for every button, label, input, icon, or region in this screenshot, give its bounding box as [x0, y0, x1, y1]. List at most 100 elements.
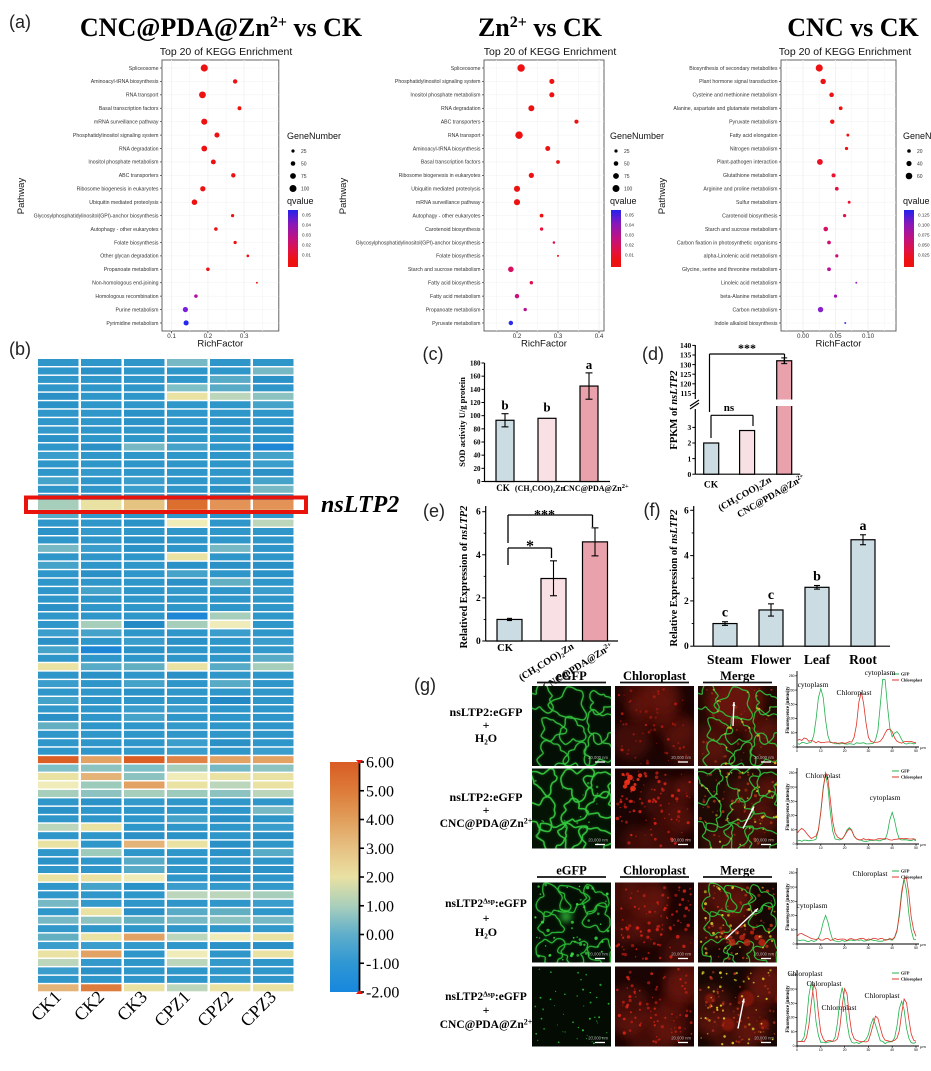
svg-text:10: 10 [819, 1048, 823, 1052]
svg-text:RichFactor: RichFactor [197, 339, 243, 350]
svg-text:Phosphatidylinositol signaling: Phosphatidylinositol signaling system [73, 133, 159, 139]
svg-text:3.00: 3.00 [366, 841, 394, 858]
svg-text:(CH₃COO)₂Zn: (CH₃COO)₂Zn [515, 484, 566, 493]
svg-text:Pathway: Pathway [657, 178, 668, 215]
svg-text:Pyruvate metabolism: Pyruvate metabolism [432, 321, 480, 327]
svg-text:120: 120 [470, 399, 481, 407]
svg-text:20,000 nm: 20,000 nm [588, 838, 608, 843]
svg-text:100: 100 [301, 187, 310, 193]
svg-text:Flower: Flower [751, 652, 791, 667]
svg-text:cytoplasm: cytoplasm [865, 668, 896, 677]
svg-text:+: + [483, 803, 490, 817]
svg-text:50: 50 [791, 928, 795, 932]
svg-text:nsLTP2Δsp:eGFP: nsLTP2Δsp:eGFP [445, 990, 527, 1004]
svg-text:100: 100 [789, 914, 795, 918]
svg-text:cytoplasm: cytoplasm [798, 680, 829, 689]
svg-text:20,000 nm: 20,000 nm [588, 952, 608, 957]
svg-text:200: 200 [789, 688, 795, 692]
svg-text:CNC vs CK: CNC vs CK [787, 13, 919, 42]
svg-text:nsLTP2Δsp:eGFP: nsLTP2Δsp:eGFP [445, 897, 527, 911]
svg-text:100: 100 [470, 412, 481, 420]
svg-text:Fluorescence intensity: Fluorescence intensity [786, 783, 791, 831]
svg-text:Carbon fixation in photosynthe: Carbon fixation in photosynthetic organi… [677, 240, 778, 246]
svg-text:GeneNumber: GeneNumber [610, 131, 664, 141]
svg-text:Chloroplast: Chloroplast [837, 688, 873, 697]
svg-text:50: 50 [791, 731, 795, 735]
svg-text:Basal transcription factors: Basal transcription factors [421, 160, 481, 166]
svg-text:alpha-Linolenic acid metabolis: alpha-Linolenic acid metabolism [704, 254, 778, 260]
svg-text:0.03: 0.03 [302, 233, 311, 238]
svg-text:2.00: 2.00 [366, 870, 394, 887]
svg-text:Linoleic acid metabolism: Linoleic acid metabolism [721, 281, 778, 287]
svg-text:Fluorescence intensity: Fluorescence intensity [786, 985, 791, 1033]
svg-text:+: + [483, 911, 490, 925]
svg-text:50: 50 [914, 749, 918, 753]
svg-text:CNC@PDA@Zn2+: CNC@PDA@Zn2+ [440, 817, 533, 831]
svg-text:Fatty acid elongation: Fatty acid elongation [730, 133, 778, 139]
svg-text:150: 150 [789, 900, 795, 904]
svg-text:Alanine, aspartate and glutama: Alanine, aspartate and glutamate metabol… [673, 106, 777, 112]
svg-text:Chloroplast: Chloroplast [901, 678, 923, 683]
svg-text:50: 50 [791, 1030, 795, 1034]
svg-text:GFP: GFP [901, 971, 910, 976]
svg-text:c: c [768, 588, 774, 603]
svg-text:60: 60 [917, 174, 923, 180]
svg-text:0.125: 0.125 [918, 213, 930, 218]
svg-text:nsLTP2: nsLTP2 [321, 492, 399, 518]
svg-text:Inositol phosphate metabolism: Inositol phosphate metabolism [410, 93, 480, 99]
svg-text:Arginine and proline metabolis: Arginine and proline metabolism [703, 187, 777, 193]
svg-text:(c): (c) [423, 344, 444, 364]
svg-text:0: 0 [476, 637, 481, 647]
svg-text:50: 50 [914, 946, 918, 950]
svg-text:0.03: 0.03 [625, 233, 634, 238]
svg-text:0: 0 [688, 470, 692, 479]
svg-text:120: 120 [680, 380, 692, 389]
svg-text:Top 20 of KEGG Enrichment: Top 20 of KEGG Enrichment [160, 46, 293, 58]
svg-text:qvalue: qvalue [287, 196, 314, 206]
svg-text:0: 0 [793, 1044, 795, 1048]
svg-text:Ribosome biogenesis in eukaryo: Ribosome biogenesis in eukaryotes [77, 187, 159, 193]
svg-text:Homologous recombination: Homologous recombination [95, 294, 158, 300]
svg-text:0.01: 0.01 [625, 253, 634, 258]
svg-text:Chloroplast: Chloroplast [901, 875, 923, 880]
svg-text:0.02: 0.02 [302, 243, 311, 248]
svg-text:Chloroplast: Chloroplast [865, 991, 901, 1000]
svg-text:Spliceosome: Spliceosome [129, 66, 159, 72]
svg-text:***: *** [534, 508, 555, 523]
svg-text:-2.00: -2.00 [366, 985, 399, 1002]
svg-text:140: 140 [470, 386, 481, 394]
svg-text:Other glycan degradation: Other glycan degradation [100, 254, 158, 260]
svg-text:Chloroplast: Chloroplast [623, 669, 687, 683]
svg-text:75: 75 [624, 174, 630, 180]
svg-text:20,000 nm: 20,000 nm [671, 952, 691, 957]
svg-text:Glutathione metabolism: Glutathione metabolism [723, 173, 778, 179]
svg-text:160: 160 [470, 373, 481, 381]
svg-text:Relatived Expression of nsLTP2: Relatived Expression of nsLTP2 [459, 505, 470, 649]
svg-text:Propanoate metabolism: Propanoate metabolism [104, 267, 159, 273]
svg-text:6.00: 6.00 [366, 755, 394, 772]
svg-text:Carotenoid biosynthesis: Carotenoid biosynthesis [722, 213, 778, 219]
svg-text:0.100: 0.100 [918, 223, 930, 228]
svg-text:Biosynthesis of secondary meta: Biosynthesis of secondary metabolites [689, 66, 778, 72]
svg-text:Chloroplast: Chloroplast [806, 771, 842, 780]
svg-text:100: 100 [624, 187, 633, 193]
svg-text:20,000 nm: 20,000 nm [671, 1036, 691, 1041]
svg-text:mRNA surveillance pathway: mRNA surveillance pathway [416, 200, 481, 206]
svg-text:50: 50 [914, 1048, 918, 1052]
svg-text:(e): (e) [423, 501, 445, 521]
svg-text:Ubiquitin mediated proteolysis: Ubiquitin mediated proteolysis [411, 187, 481, 193]
svg-text:CNC@PDA@Zn2+: CNC@PDA@Zn2+ [440, 1018, 533, 1032]
svg-text:CNC@PDA@Zn2+: CNC@PDA@Zn2+ [563, 483, 629, 493]
svg-text:Purine metabolism: Purine metabolism [116, 307, 159, 313]
svg-text:30: 30 [867, 1048, 871, 1052]
svg-text:H₂O: H₂O [475, 731, 497, 745]
svg-text:Merge: Merge [720, 864, 755, 878]
svg-text:5.00: 5.00 [366, 783, 394, 800]
svg-text:eGFP: eGFP [556, 864, 587, 878]
svg-text:(a): (a) [9, 12, 31, 32]
svg-text:CNC@PDA@Zn2+ vs CK: CNC@PDA@Zn2+ vs CK [80, 13, 363, 42]
svg-text:30: 30 [867, 946, 871, 950]
svg-text:250: 250 [789, 674, 795, 678]
svg-text:FPKM of nsLTP2: FPKM of nsLTP2 [669, 370, 680, 450]
svg-text:Aminoacyl-tRNA biosynthesis: Aminoacyl-tRNA biosynthesis [413, 146, 481, 152]
